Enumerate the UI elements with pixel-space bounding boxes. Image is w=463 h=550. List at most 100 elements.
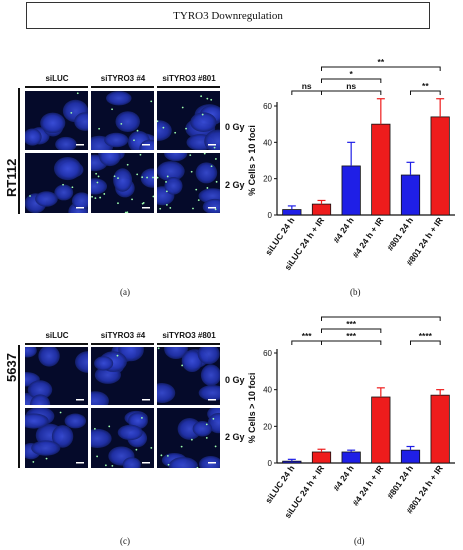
significance-label: ****	[419, 331, 433, 341]
micrograph-siluc-0gy	[25, 347, 88, 405]
focus-dot	[214, 208, 217, 211]
micrograph-si801-0gy	[157, 347, 220, 405]
nucleus	[40, 112, 66, 134]
significance-bracket: ns	[291, 81, 322, 95]
column-header: siTYRO3 #4	[100, 331, 146, 340]
focus-dot	[197, 199, 200, 202]
significance-bracket: ***	[291, 331, 322, 345]
focus-dot	[206, 97, 209, 100]
column-header: siLUC	[45, 74, 69, 83]
nucleus	[104, 132, 129, 148]
nucleus	[198, 455, 220, 468]
micrograph-si4-2gy	[91, 408, 154, 468]
y-tick-label: 20	[263, 422, 272, 431]
bar	[341, 451, 361, 464]
column-rule	[91, 86, 154, 88]
significance-bracket: **	[410, 81, 441, 95]
focus-dot	[189, 154, 192, 157]
focus-dot	[126, 163, 129, 166]
nucleus	[91, 178, 108, 195]
focus-dot	[29, 195, 31, 197]
column-header: siTYRO3 #4	[100, 74, 146, 83]
focus-dot	[59, 411, 62, 414]
scale-bar	[208, 207, 216, 209]
nucleus	[168, 457, 198, 468]
nucleus	[25, 347, 37, 358]
focus-dot	[190, 170, 193, 173]
y-tick-label: 20	[263, 175, 272, 184]
focus-dot	[93, 427, 96, 430]
column-header: siTYRO3 #801	[162, 331, 216, 340]
nucleus	[157, 382, 176, 403]
nucleus	[192, 421, 213, 437]
nucleus	[64, 413, 87, 429]
bar	[371, 123, 391, 216]
focus-dot	[212, 417, 215, 420]
scale-bar	[208, 462, 216, 464]
focus-dot	[108, 425, 111, 428]
nucleus	[198, 385, 220, 401]
focus-dot	[96, 181, 99, 184]
scale-bar	[76, 144, 84, 146]
nucleus	[25, 413, 49, 429]
focus-dot	[71, 186, 74, 189]
scale-bar	[76, 207, 84, 209]
scale-bar	[76, 399, 84, 401]
significance-bracket: **	[321, 58, 441, 71]
x-tick-label: #4 24 h	[331, 463, 356, 492]
significance-bracket: ***	[321, 319, 382, 333]
focus-dot	[213, 146, 216, 149]
micrograph-si801-2gy	[157, 408, 220, 468]
focus-dot	[32, 461, 35, 463]
scale-bar	[142, 462, 150, 464]
significance-bracket: ****	[410, 331, 441, 345]
column-rule	[91, 343, 154, 345]
focus-dot	[200, 95, 203, 98]
nucleus	[122, 457, 141, 468]
column-rule	[157, 343, 220, 345]
x-tick-label: #801 24 h	[385, 215, 415, 252]
focus-dot	[136, 129, 139, 132]
focus-dot	[150, 100, 153, 103]
focus-dot	[159, 207, 162, 210]
nucleus	[25, 128, 42, 146]
column-rule	[25, 86, 88, 88]
y-axis-label: % Cells > 10 foci	[247, 373, 257, 444]
nucleus	[115, 111, 141, 132]
nucleus	[164, 153, 188, 162]
significance-label: ***	[346, 331, 357, 341]
bar	[311, 451, 332, 464]
micrograph-si4-0gy	[91, 91, 154, 150]
y-axis-label: % Cells > 10 foci	[247, 125, 257, 196]
micrograph-si801-0gy	[157, 91, 220, 150]
bar	[430, 116, 450, 216]
focus-dot	[103, 193, 106, 195]
caption-c: (c)	[120, 536, 130, 546]
significance-label: ****	[374, 313, 388, 317]
scale-bar	[142, 144, 150, 146]
focus-dot	[133, 139, 135, 142]
focus-dot	[174, 131, 177, 134]
nucleus	[38, 347, 60, 367]
significance-label: **	[422, 81, 429, 91]
focus-dot	[210, 98, 213, 101]
focus-dot	[141, 416, 143, 419]
focus-dot	[117, 202, 119, 205]
cell-line-label: 5637	[4, 353, 19, 382]
scale-bar	[76, 462, 84, 464]
y-tick-label: 0	[268, 211, 273, 220]
focus-dot	[157, 176, 159, 179]
focus-dot	[98, 127, 101, 130]
focus-dot	[136, 173, 139, 176]
focus-dot	[157, 120, 159, 123]
focus-dot	[166, 204, 168, 206]
significance-bracket: ns	[321, 81, 382, 95]
column-header: siLUC	[45, 331, 69, 340]
focus-dot	[214, 158, 217, 160]
focus-dot	[203, 153, 206, 155]
significance-label: ns	[302, 81, 312, 91]
focus-dot	[111, 108, 113, 111]
micrograph-si801-2gy	[157, 153, 220, 213]
micrograph-siluc-2gy	[25, 153, 88, 213]
focus-dot	[111, 464, 114, 467]
